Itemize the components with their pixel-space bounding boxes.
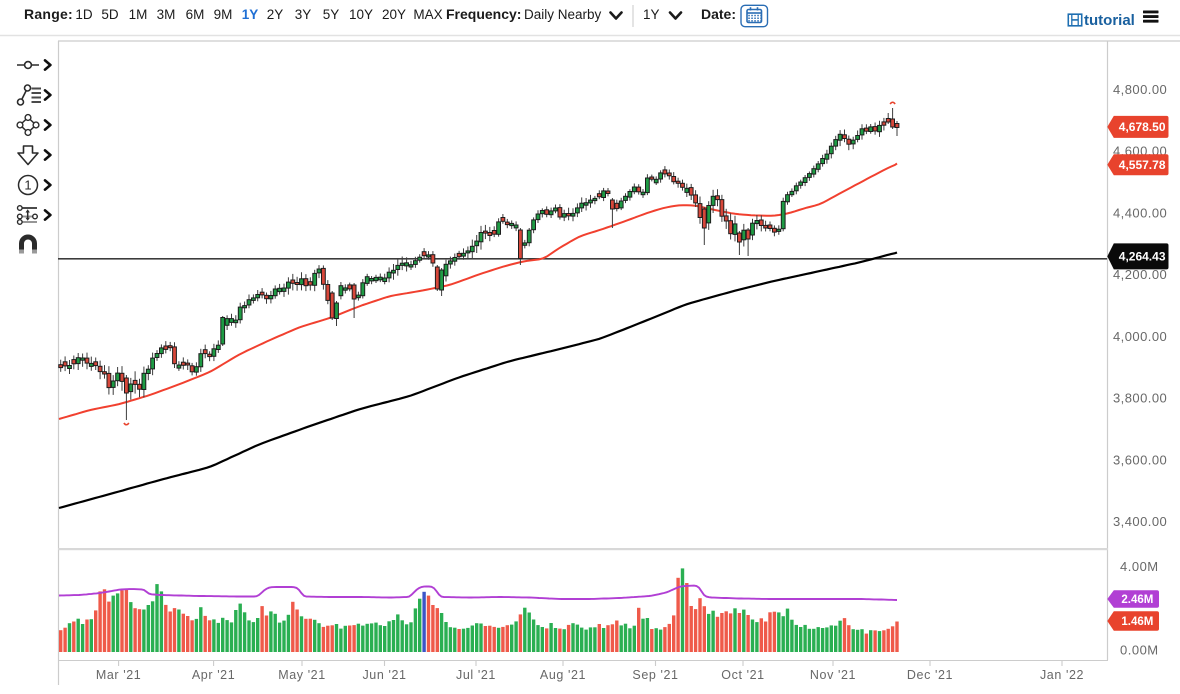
svg-text:3,400.00: 3,400.00 (1113, 514, 1167, 529)
svg-text:5D: 5D (101, 7, 119, 22)
svg-text:Nov '21: Nov '21 (810, 668, 856, 682)
svg-text:4,400.00: 4,400.00 (1113, 205, 1167, 220)
svg-text:1Y: 1Y (643, 7, 660, 22)
svg-text:Frequency:: Frequency: (446, 6, 521, 22)
svg-text:1D: 1D (75, 7, 93, 22)
svg-text:2Y: 2Y (267, 7, 284, 22)
svg-text:1: 1 (24, 178, 31, 193)
svg-text:0.00M: 0.00M (1120, 643, 1159, 658)
svg-text:1Y: 1Y (242, 7, 259, 22)
svg-text:Range:: Range: (24, 6, 73, 22)
svg-text:2.46M: 2.46M (1121, 594, 1153, 606)
svg-text:Oct '21: Oct '21 (721, 668, 764, 682)
svg-text:1M: 1M (129, 7, 148, 22)
svg-text:tutorial: tutorial (1084, 12, 1135, 29)
svg-text:4,264.43: 4,264.43 (1119, 250, 1166, 264)
svg-text:4,000.00: 4,000.00 (1113, 329, 1167, 344)
svg-text:Jun '21: Jun '21 (362, 668, 406, 682)
svg-text:5Y: 5Y (323, 7, 340, 22)
svg-text:Jul '21: Jul '21 (456, 668, 496, 682)
svg-text:Aug '21: Aug '21 (540, 668, 586, 682)
svg-text:9M: 9M (214, 7, 233, 22)
svg-text:3,600.00: 3,600.00 (1113, 452, 1167, 467)
svg-text:3Y: 3Y (295, 7, 312, 22)
svg-text:1.46M: 1.46M (1121, 616, 1153, 628)
svg-text:Jan '22: Jan '22 (1040, 668, 1084, 682)
svg-text:Dec '21: Dec '21 (907, 668, 953, 682)
svg-text:Mar '21: Mar '21 (96, 668, 142, 682)
svg-text:Daily Nearby: Daily Nearby (524, 7, 602, 22)
svg-text:10Y: 10Y (349, 7, 373, 22)
svg-text:3,800.00: 3,800.00 (1113, 391, 1167, 406)
svg-text:20Y: 20Y (382, 7, 406, 22)
svg-text:3M: 3M (157, 7, 176, 22)
svg-text:4,557.78: 4,557.78 (1119, 158, 1166, 172)
svg-text:MAX: MAX (413, 7, 442, 22)
svg-text:4,678.50: 4,678.50 (1119, 120, 1166, 134)
svg-text:Apr '21: Apr '21 (192, 668, 235, 682)
svg-text:4,200.00: 4,200.00 (1113, 267, 1167, 282)
svg-text:Sep '21: Sep '21 (632, 668, 678, 682)
svg-text:4,800.00: 4,800.00 (1113, 82, 1167, 97)
svg-text:4.00M: 4.00M (1120, 559, 1159, 574)
svg-text:Date:: Date: (701, 6, 736, 22)
svg-text:6M: 6M (186, 7, 205, 22)
svg-text:May '21: May '21 (278, 668, 326, 682)
